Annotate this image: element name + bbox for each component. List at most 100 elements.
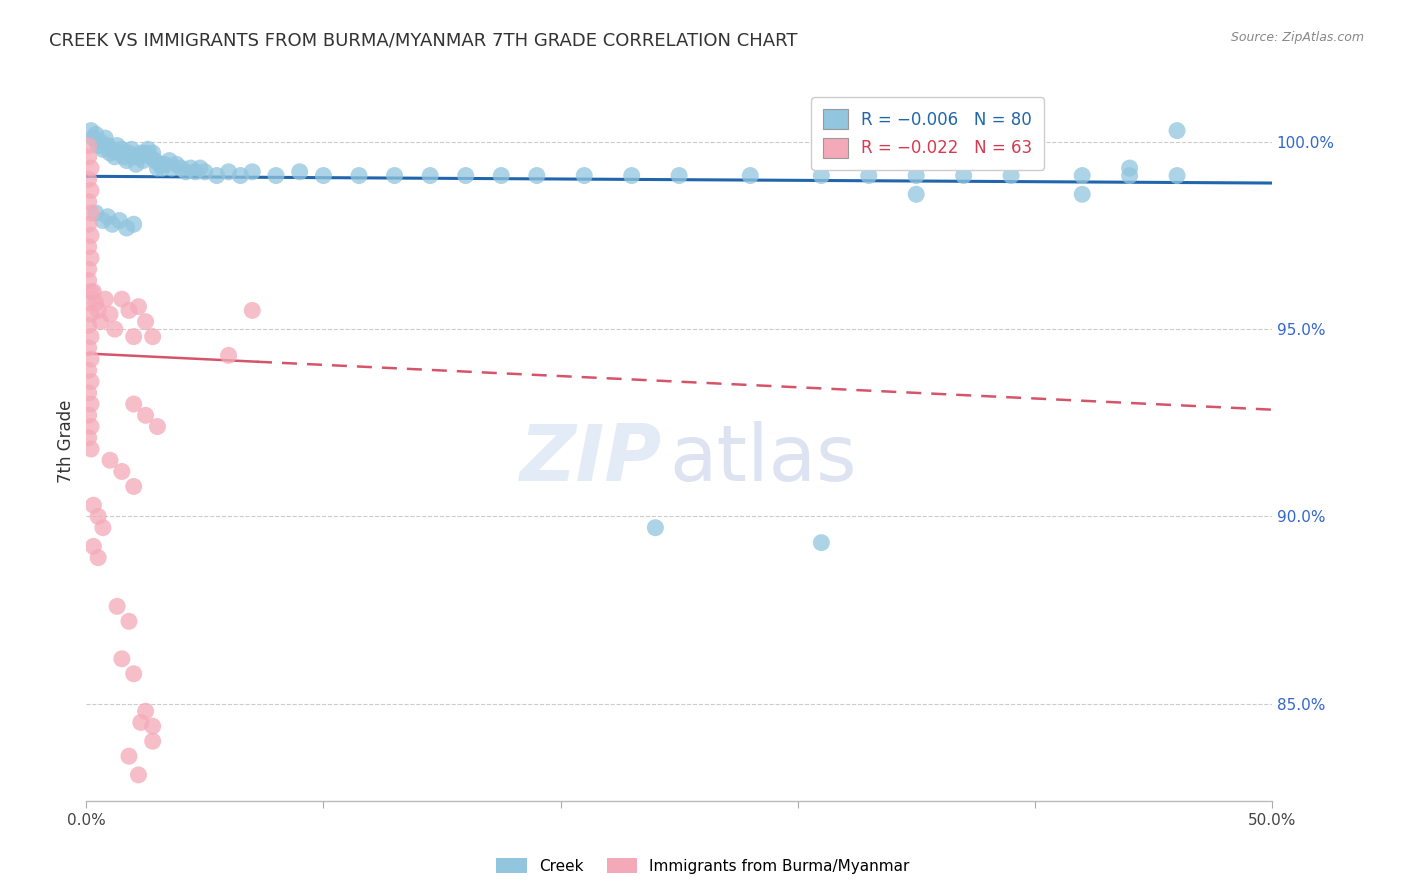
Point [454,169,477,183]
Point [80,206,103,220]
Point [111,652,134,666]
Point [84,206,107,220]
Point [668,169,690,183]
Point [264,169,287,183]
Point [218,165,240,179]
Point [146,419,169,434]
Point [952,169,974,183]
Point [288,165,311,179]
Point [80,329,103,343]
Point [135,409,157,423]
Point [98,146,121,161]
Point [142,146,165,161]
Point [94,292,117,306]
Point [108,146,131,161]
Point [810,535,832,549]
Text: Source: ZipAtlas.com: Source: ZipAtlas.com [1230,31,1364,45]
Point [108,213,131,227]
Text: CREEK VS IMMIGRANTS FROM BURMA/MYANMAR 7TH GRADE CORRELATION CHART: CREEK VS IMMIGRANTS FROM BURMA/MYANMAR 7… [49,31,797,49]
Point [91,213,114,227]
Point [80,442,103,456]
Point [160,161,183,175]
Point [77,385,100,400]
Point [122,397,145,411]
Point [1000,169,1022,183]
Point [89,315,111,329]
Point [347,169,370,183]
Point [1071,187,1094,202]
Point [80,184,103,198]
Point [118,749,141,764]
Point [136,142,159,156]
Point [77,409,100,423]
Point [98,307,121,321]
Point [122,329,145,343]
Point [118,303,141,318]
Point [97,138,120,153]
Point [142,329,165,343]
Point [87,509,110,524]
Point [170,161,193,175]
Point [77,363,100,377]
Point [174,165,197,179]
Point [132,153,155,168]
Point [115,153,138,168]
Point [142,734,165,748]
Point [127,300,149,314]
Point [112,150,135,164]
Point [139,150,162,164]
Point [82,131,104,145]
Point [125,157,148,171]
Point [118,615,141,629]
Point [87,550,110,565]
Point [135,315,157,329]
Point [77,296,100,310]
Point [1166,123,1188,137]
Point [80,375,103,389]
Point [80,228,103,243]
Point [905,187,928,202]
Point [77,240,100,254]
Point [122,217,145,231]
Point [157,153,180,168]
Point [111,142,134,156]
Point [82,498,104,512]
Point [80,419,103,434]
Point [129,146,152,161]
Point [120,142,142,156]
Point [135,146,157,161]
Point [89,135,111,149]
Point [150,161,173,175]
Point [80,123,103,137]
Point [165,157,187,171]
Point [105,599,128,614]
Point [77,138,100,153]
Point [1166,169,1188,183]
Point [153,157,176,171]
Point [80,397,103,411]
Point [111,465,134,479]
Point [184,165,207,179]
Point [146,161,169,175]
Point [419,169,441,183]
Point [194,165,217,179]
Y-axis label: 7th Grade: 7th Grade [58,400,75,483]
Point [104,150,127,164]
Point [82,285,104,299]
Point [180,161,202,175]
Point [80,161,103,175]
Point [104,322,127,336]
Point [149,157,172,171]
Point [740,169,762,183]
Point [118,146,141,161]
Point [80,251,103,265]
Point [240,165,263,179]
Point [77,172,100,186]
Point [142,719,165,733]
Point [127,150,149,164]
Point [87,138,110,153]
Point [384,169,406,183]
Point [97,210,120,224]
Point [1118,161,1140,175]
Point [80,307,103,321]
